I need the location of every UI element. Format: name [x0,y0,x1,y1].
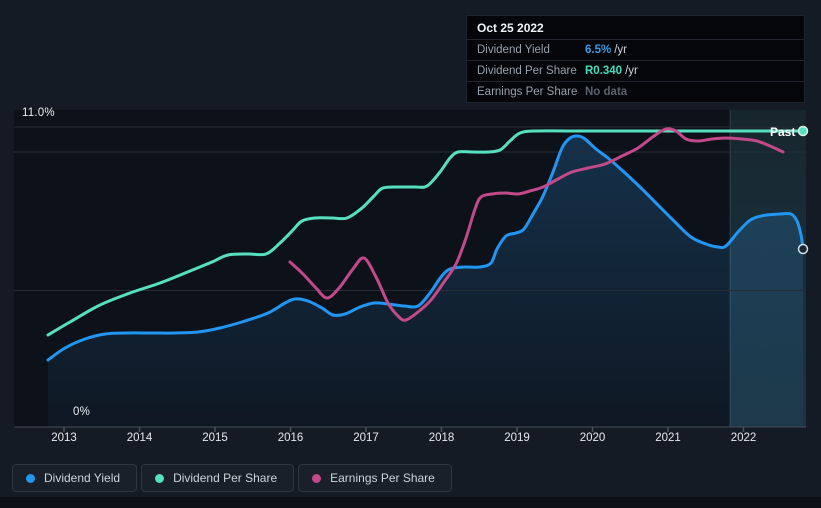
tooltip-date: Oct 25 2022 [477,21,544,35]
legend-label: Dividend Per Share [173,471,278,485]
tooltip-label: Dividend Yield [477,44,550,56]
data-tooltip: Oct 25 2022 Dividend Yield 6.5% /yr Divi… [466,15,805,103]
x-axis-label: 2019 [504,432,530,444]
legend-label: Dividend Yield [44,471,121,485]
x-axis-label: 2015 [202,432,228,444]
earnings-per-share-dot-icon [312,473,322,483]
legend-item-dividend-per-share[interactable]: Dividend Per Share [141,464,295,492]
x-axis-label: 2020 [579,432,606,444]
chart-legend: Dividend Yield Dividend Per Share Earnin… [12,464,452,492]
x-axis-label: 2021 [655,432,681,444]
x-axis-label: 2016 [277,432,304,444]
dividend-yield-dot-icon [26,473,35,483]
tooltip-label: Earnings Per Share [477,86,578,98]
dividend-per-share-end-dot [797,125,809,137]
tooltip-value: R0.340 [585,65,623,77]
tooltip-row-dividend-per-share: Dividend Per Share R0.340 /yr [467,60,804,81]
x-axis: 2013 2014 2015 2016 2017 2018 2019 2020 … [0,432,821,448]
dividend-yield-end-dot [797,243,809,255]
tooltip-value: No data [585,86,628,98]
x-axis-label: 2018 [428,432,455,444]
recent-period-band [730,110,806,427]
tooltip-value: 6.5% [585,44,612,56]
bottom-edge-strip [0,497,821,508]
legend-item-dividend-yield[interactable]: Dividend Yield [12,464,138,492]
tooltip-label: Dividend Per Share [477,65,577,77]
legend-label: Earnings Per Share [330,471,435,485]
tooltip-value-suffix: /yr [614,44,627,56]
x-axis-label: 2022 [730,432,757,444]
dividend-per-share-line [46,129,805,337]
x-axis-label: 2014 [126,432,153,444]
x-axis-label: 2013 [51,432,77,444]
dividend-per-share-dot-icon [155,473,165,483]
dividend-yield-line [46,134,805,362]
tooltip-value-suffix: /yr [625,65,638,77]
past-annotation: Past [770,125,796,139]
dividend-yield-area [48,135,803,428]
tooltip-row-earnings-per-share: Earnings Per Share No data [467,81,804,102]
x-axis-label: 2017 [353,432,379,444]
tooltip-row-dividend-yield: Dividend Yield 6.5% /yr [467,39,804,60]
legend-item-earnings-per-share[interactable]: Earnings Per Share [298,464,452,492]
y-axis-label-max: 11.0% [22,107,55,119]
earnings-per-share-line [288,127,785,322]
y-axis-label-min: 0% [73,406,91,418]
